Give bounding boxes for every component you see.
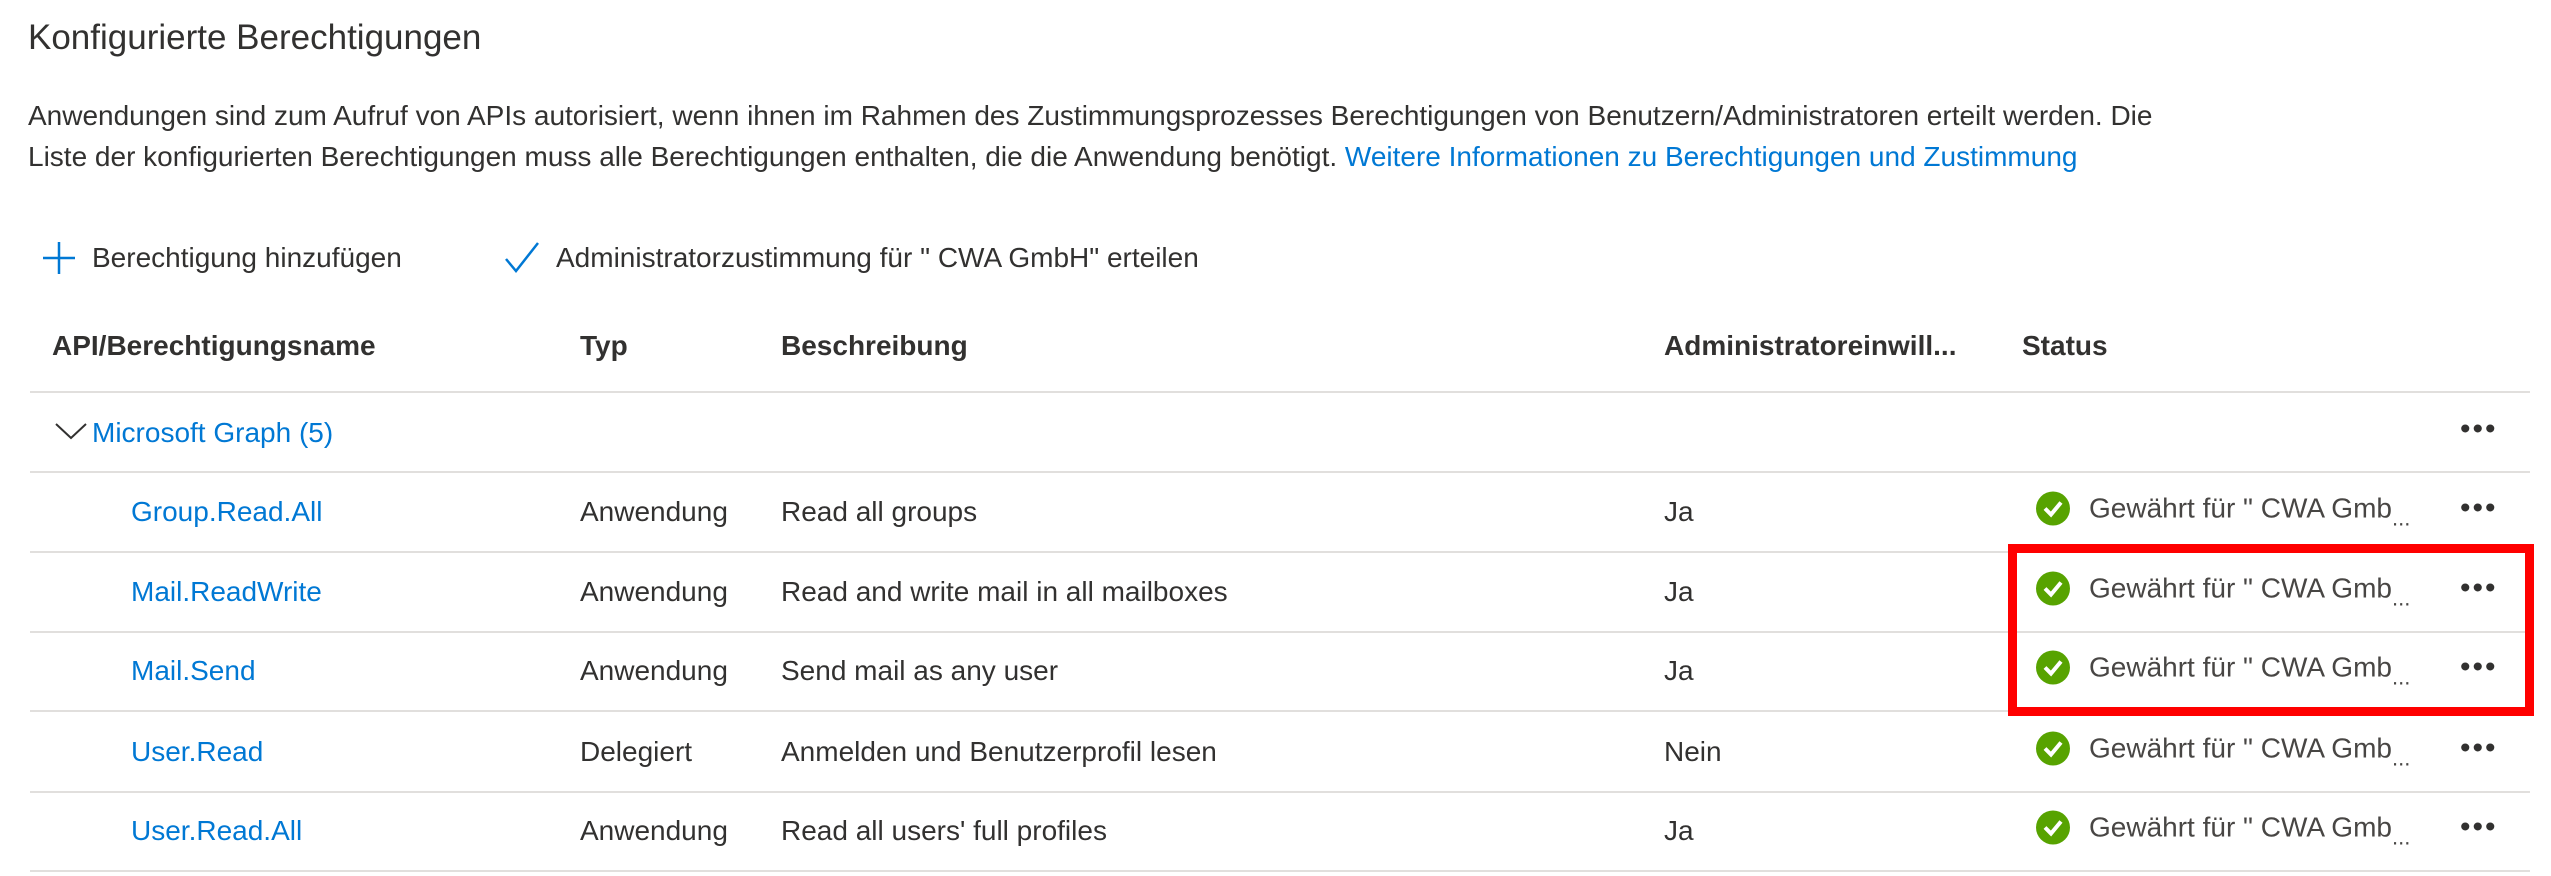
permission-name-link[interactable]: Mail.Send	[131, 655, 256, 686]
group-row-microsoft-graph[interactable]: Microsoft Graph (5)	[54, 417, 333, 449]
status-badge: Gewährt für " CWA Gmb...	[2035, 571, 2410, 614]
divider	[30, 391, 2530, 393]
permission-description: Read all groups	[781, 496, 978, 527]
row-more-button[interactable]: •••	[2460, 650, 2498, 684]
permission-type: Anwendung	[580, 496, 728, 527]
highlight-box	[2008, 544, 2534, 716]
status-text: Gewährt für " CWA Gmb	[2089, 811, 2392, 843]
status-badge: Gewährt für " CWA Gmb...	[2035, 491, 2410, 534]
permission-description: Send mail as any user	[781, 655, 1059, 686]
page-title: Konfigurierte Berechtigungen	[28, 18, 482, 57]
description-text: Liste der konfigurierten Berechtigungen …	[28, 141, 1338, 172]
status-text: Gewährt für " CWA Gmb	[2089, 651, 2392, 683]
divider	[30, 870, 2530, 872]
divider	[30, 631, 2530, 633]
admin-consent-required: Ja	[1664, 576, 1694, 607]
status-text: Gewährt für " CWA Gmb	[2089, 492, 2392, 524]
permission-description: Anmelden und Benutzerprofil lesen	[781, 736, 1217, 767]
status-text: Gewährt für " CWA Gmb	[2089, 732, 2392, 764]
column-header-status[interactable]: Status	[2022, 330, 2108, 361]
permission-description: Read all users' full profiles	[781, 815, 1107, 846]
granted-check-icon	[2035, 491, 2071, 534]
description-line-2: Liste der konfigurierten Berechtigungen …	[28, 137, 2077, 177]
grant-admin-consent-button[interactable]: Administratorzustimmung für " CWA GmbH" …	[504, 236, 1199, 280]
divider	[30, 551, 2530, 553]
granted-check-icon	[2035, 571, 2071, 614]
group-more-button[interactable]: •••	[2460, 412, 2498, 446]
permission-name-link[interactable]: Mail.ReadWrite	[131, 576, 322, 607]
plus-icon	[42, 241, 76, 275]
chevron-down-icon[interactable]	[54, 417, 88, 449]
description-line-1: Anwendungen sind zum Aufruf von APIs aut…	[28, 100, 2153, 131]
divider	[30, 471, 2530, 473]
permission-type: Anwendung	[580, 576, 728, 607]
permission-type: Anwendung	[580, 815, 728, 846]
permission-type: Anwendung	[580, 655, 728, 686]
row-more-button[interactable]: •••	[2460, 491, 2498, 525]
divider	[30, 791, 2530, 793]
admin-consent-required: Nein	[1664, 736, 1722, 767]
status-text: Gewährt für " CWA Gmb	[2089, 572, 2392, 604]
status-badge: Gewährt für " CWA Gmb...	[2035, 810, 2410, 853]
admin-consent-required: Ja	[1664, 496, 1694, 527]
status-badge: Gewährt für " CWA Gmb...	[2035, 650, 2410, 693]
permission-type: Delegiert	[580, 736, 693, 767]
column-header-admin-consent[interactable]: Administratoreinwill...	[1664, 330, 1957, 361]
column-header-type[interactable]: Typ	[580, 330, 628, 361]
permission-name-link[interactable]: Group.Read.All	[131, 496, 323, 527]
column-header-name[interactable]: API/Berechtigungsname	[52, 330, 376, 361]
admin-consent-required: Ja	[1664, 655, 1694, 686]
grant-admin-consent-label: Administratorzustimmung für " CWA GmbH" …	[556, 242, 1199, 273]
permission-description: Read and write mail in all mailboxes	[781, 576, 1228, 607]
permission-name-link[interactable]: User.Read	[131, 736, 264, 767]
admin-consent-required: Ja	[1664, 815, 1694, 846]
add-permission-label: Berechtigung hinzufügen	[92, 242, 402, 273]
add-permission-button[interactable]: Berechtigung hinzufügen	[42, 236, 402, 280]
checkmark-icon	[504, 241, 540, 275]
column-header-description[interactable]: Beschreibung	[781, 330, 968, 361]
group-link[interactable]: Microsoft Graph (5)	[92, 417, 334, 448]
row-more-button[interactable]: •••	[2460, 731, 2498, 765]
granted-check-icon	[2035, 731, 2071, 774]
divider	[30, 710, 2530, 712]
learn-more-link[interactable]: Weitere Informationen zu Berechtigungen …	[1344, 141, 2078, 172]
row-more-button[interactable]: •••	[2460, 571, 2498, 605]
permission-name-link[interactable]: User.Read.All	[131, 815, 303, 846]
granted-check-icon	[2035, 810, 2071, 853]
granted-check-icon	[2035, 650, 2071, 693]
status-badge: Gewährt für " CWA Gmb...	[2035, 731, 2410, 774]
row-more-button[interactable]: •••	[2460, 810, 2498, 844]
